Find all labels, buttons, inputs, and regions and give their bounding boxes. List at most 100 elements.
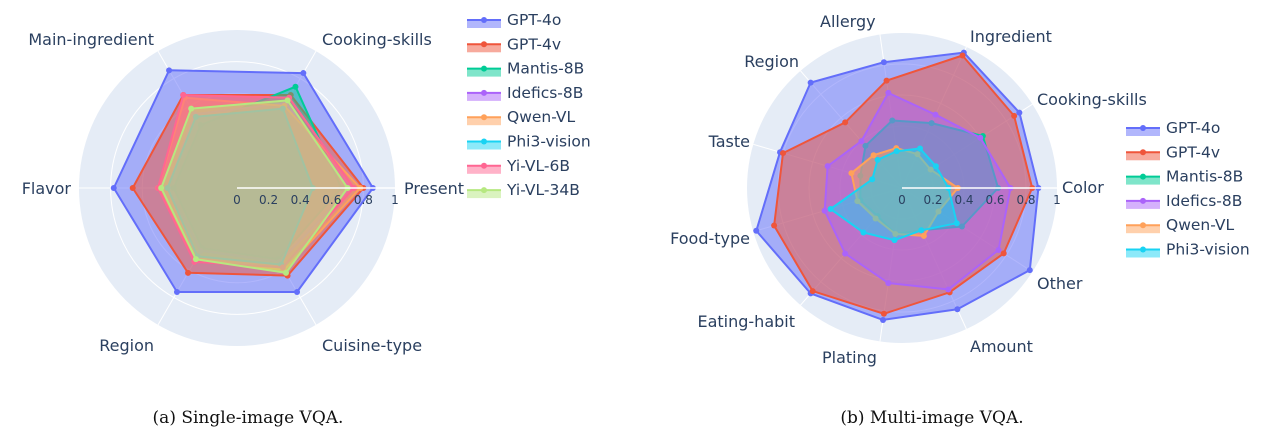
legend-marker [1140, 173, 1146, 180]
radial-tick-label: 0 [898, 193, 906, 207]
data-point [821, 207, 828, 214]
data-point [188, 105, 195, 112]
legend-item: Mantis-8B [467, 60, 584, 78]
data-point [192, 256, 199, 263]
data-point [158, 185, 165, 191]
data-point [891, 237, 898, 244]
legend-marker [481, 162, 487, 169]
legend-swatch [1126, 249, 1160, 258]
data-point [848, 170, 855, 177]
data-point [284, 97, 291, 104]
legend-item: Idefics-8B [467, 84, 583, 102]
legend-swatch [467, 141, 501, 150]
figure-caption: (b) Multi-image VQA. [840, 408, 1023, 428]
data-point [858, 138, 865, 145]
legend-swatch [467, 190, 501, 199]
data-point [880, 316, 887, 323]
data-point [885, 280, 892, 287]
legend-label: Phi3-vision [1166, 241, 1250, 259]
data-point [842, 119, 849, 126]
data-point [959, 52, 966, 59]
data-point [860, 229, 867, 236]
data-point [1011, 112, 1018, 119]
legend-label: Phi3-vision [507, 133, 591, 151]
legend-swatch [467, 92, 501, 101]
data-point [995, 247, 1002, 254]
legend-label: GPT-4o [1166, 119, 1220, 137]
radial-tick-label: 1 [391, 193, 399, 207]
data-point [809, 288, 816, 295]
legend-item: Phi3-vision [467, 133, 591, 151]
data-point [954, 306, 961, 313]
data-point [110, 185, 117, 191]
axis-label: Region [99, 336, 154, 355]
radial-tick-label: 0.6 [985, 193, 1004, 207]
axis-label: Amount [970, 337, 1033, 356]
data-point [282, 269, 289, 276]
data-point [977, 134, 984, 141]
data-point [885, 89, 892, 96]
legend-item: Yi-VL-6B [467, 157, 570, 175]
legend-label: Idefics-8B [1166, 192, 1242, 210]
data-point [842, 250, 849, 257]
radial-tick-label: 1 [1053, 193, 1061, 207]
axis-label: Color [1062, 178, 1104, 197]
axis-label: Main-ingredient [28, 30, 154, 49]
legend-label: Qwen-VL [1166, 216, 1235, 234]
axis-label: Other [1037, 274, 1083, 293]
legend-marker [481, 138, 487, 145]
radial-tick-label: 0.2 [259, 193, 278, 207]
radar-chart-single-image: 0 0.2 0.4 0.6 0.8 1 Present Cooking-skills Main-… [22, 11, 591, 428]
legend-marker [1140, 125, 1146, 131]
data-point [173, 288, 180, 295]
radial-tick-label: 0.8 [1016, 193, 1035, 207]
legend-label: Qwen-VL [507, 108, 576, 126]
data-point [1016, 109, 1023, 116]
data-point [180, 91, 187, 98]
legend-label: Yi-VL-6B [506, 157, 570, 175]
data-point [1000, 250, 1007, 257]
legend-swatch [467, 20, 501, 28]
data-point [874, 156, 881, 163]
legend-marker [481, 65, 487, 72]
legend-swatch [1126, 225, 1160, 234]
legend-item: Qwen-VL [467, 108, 576, 126]
legend-item: Mantis-8B [1126, 168, 1243, 186]
data-point [1026, 267, 1033, 274]
legend: GPT-4o GPT-4v Mantis-8B Idefics-8B Qwen-VL Ph… [467, 11, 591, 199]
legend-item: Idefics-8B [1126, 192, 1242, 210]
axis-label: Flavor [22, 179, 72, 198]
legend-item: Qwen-VL [1126, 216, 1235, 234]
legend-item: Yi-VL-34B [467, 181, 580, 199]
legend-label: GPT-4o [507, 11, 561, 29]
legend: GPT-4o GPT-4v Mantis-8B Idefics-8B Qwen-VL Ph… [1126, 119, 1250, 259]
legend-label: Yi-VL-34B [506, 181, 580, 199]
axis-label: Cooking-skills [1037, 90, 1147, 109]
legend-label: GPT-4v [507, 35, 561, 53]
series-yi-vl-34b [158, 97, 351, 276]
legend-marker [1140, 197, 1146, 204]
legend-marker [481, 187, 487, 194]
legend-item: GPT-4v [1126, 143, 1220, 161]
data-point [869, 176, 876, 183]
figure-caption: (a) Single-image VQA. [153, 408, 344, 428]
data-point [880, 59, 887, 66]
radial-tick-label: 0.6 [322, 193, 341, 207]
legend-item: Phi3-vision [1126, 241, 1250, 259]
radial-tick-label: 0 [233, 193, 241, 207]
data-point [883, 77, 890, 84]
legend-swatch [467, 44, 501, 53]
radial-tick-label: 0.2 [923, 193, 942, 207]
data-point [932, 111, 939, 118]
data-point [294, 288, 301, 295]
legend-swatch [467, 68, 501, 77]
axis-label: Region [744, 52, 799, 71]
data-point [918, 227, 925, 234]
radial-tick-label: 0.8 [354, 193, 373, 207]
legend-item: GPT-4v [467, 35, 561, 53]
legend-marker [1140, 246, 1146, 253]
legend-swatch [1126, 128, 1160, 136]
axis-label: Eating-habit [697, 312, 795, 331]
legend-marker [481, 89, 487, 96]
